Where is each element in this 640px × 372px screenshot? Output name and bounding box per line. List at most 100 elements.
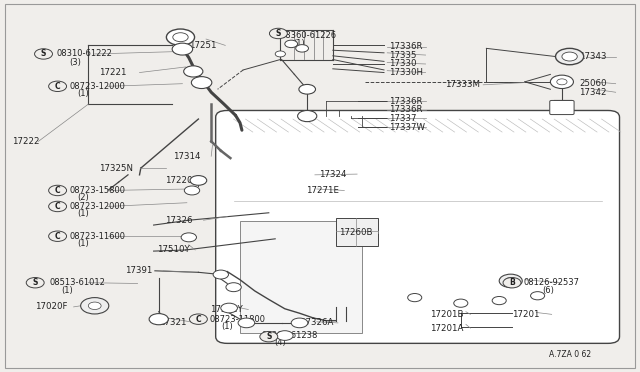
Circle shape (505, 278, 516, 284)
Circle shape (562, 52, 577, 61)
FancyBboxPatch shape (550, 100, 574, 115)
Text: 17510Y: 17510Y (157, 246, 189, 254)
Text: (1): (1) (221, 322, 232, 331)
Circle shape (557, 79, 567, 85)
Circle shape (550, 75, 573, 89)
Circle shape (296, 45, 308, 52)
Circle shape (238, 318, 255, 328)
Text: 17326: 17326 (165, 216, 193, 225)
Text: S: S (41, 49, 46, 58)
Circle shape (260, 331, 278, 342)
Text: 17342: 17342 (579, 88, 607, 97)
Circle shape (213, 270, 228, 279)
Circle shape (49, 231, 67, 241)
Text: 17220: 17220 (165, 176, 193, 185)
Text: 17336R: 17336R (389, 97, 422, 106)
Circle shape (298, 110, 317, 122)
FancyBboxPatch shape (336, 218, 378, 246)
Text: (1): (1) (61, 286, 72, 295)
Text: 08360-61226: 08360-61226 (280, 31, 337, 40)
Circle shape (269, 28, 287, 39)
Text: C: C (55, 82, 60, 91)
Text: 08723-12000: 08723-12000 (69, 202, 125, 211)
Circle shape (299, 84, 316, 94)
Text: (2): (2) (77, 193, 88, 202)
Circle shape (276, 331, 293, 340)
Circle shape (81, 298, 109, 314)
Circle shape (408, 294, 422, 302)
Text: 08723-12000: 08723-12000 (69, 82, 125, 91)
Text: 08723-15800: 08723-15800 (69, 186, 125, 195)
Circle shape (531, 292, 545, 300)
Text: 08723-11600: 08723-11600 (69, 232, 125, 241)
Text: (4): (4) (274, 339, 285, 347)
Text: 08513-61012: 08513-61012 (50, 278, 106, 287)
Text: 25060: 25060 (579, 79, 607, 88)
Text: S: S (33, 278, 38, 287)
Text: 17337W: 17337W (389, 123, 425, 132)
Circle shape (285, 40, 298, 48)
Text: C: C (55, 186, 60, 195)
Text: 17222: 17222 (12, 137, 39, 146)
Text: B: B (509, 278, 515, 287)
Text: 08363-61238: 08363-61238 (261, 331, 317, 340)
Text: (3): (3) (69, 58, 81, 67)
Text: 17391: 17391 (125, 266, 152, 275)
Text: 17330H: 17330H (389, 68, 423, 77)
Text: 17501Y: 17501Y (210, 305, 243, 314)
Circle shape (503, 278, 521, 288)
FancyBboxPatch shape (216, 110, 620, 343)
Text: 17321: 17321 (159, 318, 186, 327)
Text: (1): (1) (293, 39, 305, 48)
Circle shape (88, 302, 101, 310)
Circle shape (26, 278, 44, 288)
Text: 17336R: 17336R (389, 105, 422, 114)
Text: C: C (55, 202, 60, 211)
Text: (6): (6) (543, 286, 555, 295)
Circle shape (184, 186, 200, 195)
Circle shape (454, 299, 468, 307)
Circle shape (191, 77, 212, 89)
Text: 17271E: 17271E (306, 186, 339, 195)
Text: (1): (1) (77, 89, 88, 98)
Circle shape (172, 43, 193, 55)
Circle shape (226, 283, 241, 292)
Text: 17343: 17343 (579, 52, 607, 61)
Text: 17326A: 17326A (300, 318, 333, 327)
Circle shape (291, 318, 308, 328)
Text: S: S (276, 29, 281, 38)
Circle shape (49, 201, 67, 212)
Circle shape (181, 233, 196, 242)
Text: S: S (266, 332, 271, 341)
Text: 17337: 17337 (389, 114, 417, 123)
Circle shape (499, 274, 522, 288)
Text: 08723-11800: 08723-11800 (210, 315, 266, 324)
Circle shape (49, 185, 67, 196)
Text: 17336R: 17336R (389, 42, 422, 51)
Text: 17314: 17314 (173, 152, 200, 161)
Circle shape (173, 33, 188, 42)
Circle shape (184, 66, 203, 77)
Text: A.7ZA 0 62: A.7ZA 0 62 (549, 350, 591, 359)
Text: 17335: 17335 (389, 51, 417, 60)
Circle shape (49, 81, 67, 92)
Circle shape (166, 29, 195, 45)
Text: 17201: 17201 (512, 310, 540, 319)
Text: (1): (1) (77, 209, 88, 218)
Text: 17201A: 17201A (430, 324, 463, 333)
FancyBboxPatch shape (240, 221, 362, 333)
Text: 17251: 17251 (189, 41, 216, 50)
Circle shape (275, 51, 285, 57)
Text: 17324: 17324 (319, 170, 346, 179)
Circle shape (149, 314, 168, 325)
Text: 17330: 17330 (389, 60, 417, 68)
Circle shape (221, 303, 237, 313)
Circle shape (190, 176, 207, 185)
Text: (1): (1) (77, 239, 88, 248)
Text: 17333M: 17333M (445, 80, 480, 89)
Text: C: C (55, 232, 60, 241)
Circle shape (492, 296, 506, 305)
Text: C: C (196, 315, 201, 324)
Text: 17020F: 17020F (35, 302, 68, 311)
Text: 08126-92537: 08126-92537 (524, 278, 580, 287)
